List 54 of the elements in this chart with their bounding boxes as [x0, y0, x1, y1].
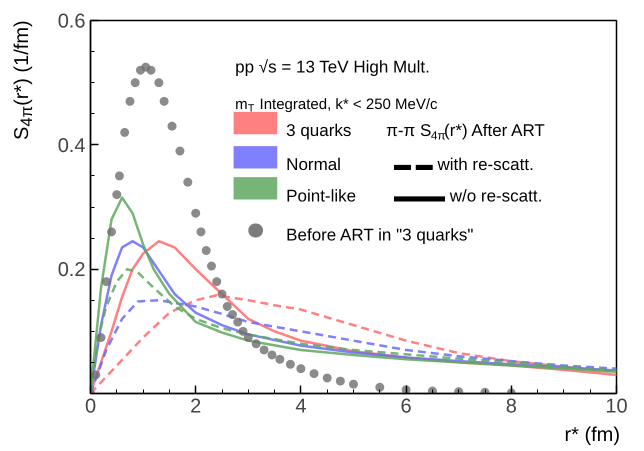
- point: [125, 96, 134, 106]
- point: [183, 178, 192, 187]
- x-tick-label: 4: [295, 396, 306, 418]
- legend-label: Normal: [286, 155, 341, 174]
- x-tick-label: 0: [84, 396, 96, 418]
- point: [191, 208, 200, 218]
- point: [154, 78, 164, 88]
- x-tick-label: 6: [400, 396, 412, 418]
- annotation: pp √s = 13 TeV High Mult.: [235, 58, 430, 77]
- legend-label: 3 quarks: [286, 121, 352, 140]
- point: [252, 339, 261, 348]
- point: [107, 227, 116, 236]
- annotation: ▬▬▬ w/o re-scatt.: [394, 186, 542, 206]
- point: [322, 373, 332, 382]
- point: [114, 171, 124, 180]
- y-tick-label: 0.2: [58, 259, 86, 282]
- point: [336, 376, 345, 386]
- x-tick-label: 10: [605, 396, 628, 418]
- point: [222, 302, 232, 311]
- point: [130, 78, 140, 88]
- point: [206, 262, 216, 271]
- point: [175, 146, 184, 156]
- x-tick-label: 8: [506, 396, 517, 418]
- point: [244, 333, 253, 342]
- point: [228, 310, 238, 320]
- y-tick-label: 0.6: [58, 10, 86, 32]
- y-tick-label: 0.4: [58, 134, 86, 157]
- point: [267, 350, 276, 360]
- annotation: ▬ ▬ with re-scatt.: [394, 155, 534, 174]
- legend-label: Before ART in "3 quarks": [286, 225, 474, 244]
- point: [296, 364, 306, 374]
- point: [238, 326, 248, 336]
- point: [96, 333, 106, 342]
- point: [120, 128, 130, 137]
- point: [233, 318, 242, 326]
- point: [310, 369, 319, 378]
- point: [260, 345, 269, 354]
- point: [160, 96, 169, 106]
- point: [112, 190, 122, 200]
- point: [102, 277, 111, 286]
- point: [212, 277, 222, 286]
- legend-label: Point-like: [286, 186, 356, 206]
- x-tick-label: 2: [190, 396, 202, 418]
- point: [375, 382, 384, 392]
- point: [275, 354, 284, 364]
- point: [168, 122, 177, 131]
- point: [196, 227, 206, 236]
- point: [202, 246, 211, 256]
- point: [349, 380, 358, 389]
- point: [286, 360, 295, 369]
- point: [146, 66, 156, 75]
- x-axis-title: r* (fm): [563, 424, 620, 446]
- point: [218, 290, 226, 299]
- point: [91, 370, 100, 380]
